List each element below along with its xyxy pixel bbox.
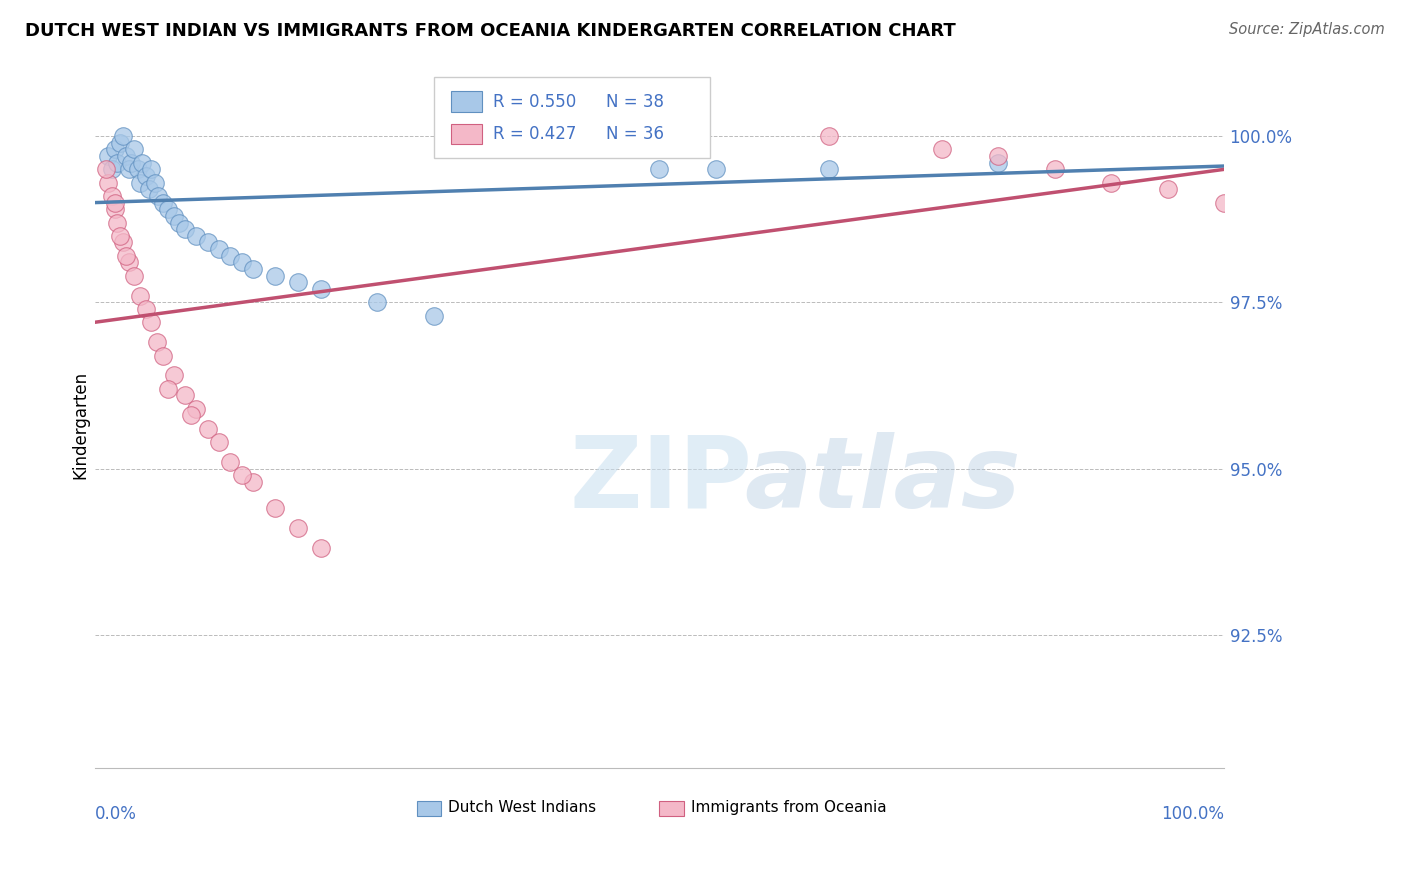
Point bbox=[141, 162, 163, 177]
Point bbox=[163, 209, 186, 223]
Point bbox=[104, 143, 127, 157]
Point bbox=[108, 228, 131, 243]
Point bbox=[104, 202, 127, 217]
Point bbox=[104, 195, 127, 210]
Point bbox=[186, 401, 208, 416]
Point bbox=[94, 162, 117, 177]
Point bbox=[138, 182, 160, 196]
Point bbox=[127, 162, 149, 177]
Point bbox=[704, 162, 727, 177]
Point bbox=[180, 409, 202, 423]
Point bbox=[112, 235, 135, 250]
Point bbox=[309, 282, 332, 296]
Point bbox=[219, 455, 242, 469]
Point bbox=[163, 368, 186, 383]
Point bbox=[124, 143, 146, 157]
Point bbox=[112, 129, 135, 144]
Text: R = 0.427: R = 0.427 bbox=[494, 125, 576, 143]
Point bbox=[115, 149, 138, 163]
Point bbox=[242, 475, 264, 489]
Point bbox=[1213, 195, 1236, 210]
Point bbox=[157, 382, 180, 396]
Point bbox=[174, 388, 197, 402]
Point bbox=[987, 155, 1010, 169]
Point bbox=[422, 309, 444, 323]
Point bbox=[1099, 176, 1122, 190]
Point bbox=[264, 501, 287, 516]
Point bbox=[208, 434, 231, 449]
Text: 100.0%: 100.0% bbox=[1161, 805, 1225, 823]
Point bbox=[129, 176, 152, 190]
FancyBboxPatch shape bbox=[659, 801, 685, 815]
Point bbox=[219, 249, 242, 263]
Point bbox=[1043, 162, 1066, 177]
Point bbox=[152, 349, 174, 363]
Text: N = 36: N = 36 bbox=[606, 125, 665, 143]
Point bbox=[131, 155, 153, 169]
Point bbox=[648, 162, 671, 177]
Point bbox=[287, 276, 309, 290]
Point bbox=[242, 262, 264, 277]
Point bbox=[146, 335, 169, 350]
Text: Dutch West Indians: Dutch West Indians bbox=[449, 800, 596, 815]
Text: 0.0%: 0.0% bbox=[94, 805, 136, 823]
Point bbox=[197, 422, 219, 436]
Point bbox=[157, 202, 180, 217]
FancyBboxPatch shape bbox=[450, 124, 482, 145]
Y-axis label: Kindergarten: Kindergarten bbox=[72, 371, 89, 479]
Point bbox=[108, 136, 131, 150]
Point bbox=[135, 301, 157, 316]
Point bbox=[100, 162, 122, 177]
Point bbox=[129, 288, 152, 302]
FancyBboxPatch shape bbox=[416, 801, 441, 815]
Point bbox=[105, 155, 128, 169]
Point bbox=[135, 169, 157, 183]
Point bbox=[105, 215, 128, 229]
Point bbox=[287, 521, 309, 535]
Point bbox=[100, 189, 122, 203]
Point bbox=[143, 176, 166, 190]
Point bbox=[264, 268, 287, 283]
Point bbox=[186, 228, 208, 243]
Text: R = 0.550: R = 0.550 bbox=[494, 93, 576, 111]
Point bbox=[97, 149, 120, 163]
Point bbox=[987, 149, 1010, 163]
Point bbox=[115, 249, 138, 263]
Point bbox=[197, 235, 219, 250]
Point bbox=[309, 541, 332, 556]
Text: DUTCH WEST INDIAN VS IMMIGRANTS FROM OCEANIA KINDERGARTEN CORRELATION CHART: DUTCH WEST INDIAN VS IMMIGRANTS FROM OCE… bbox=[25, 22, 956, 40]
Text: ZIP: ZIP bbox=[569, 432, 752, 529]
Point bbox=[141, 315, 163, 329]
Point bbox=[1156, 182, 1178, 196]
Point bbox=[231, 255, 253, 269]
Point bbox=[97, 176, 120, 190]
Point bbox=[174, 222, 197, 236]
Point bbox=[124, 268, 146, 283]
FancyBboxPatch shape bbox=[450, 91, 482, 112]
Point bbox=[152, 195, 174, 210]
Point bbox=[118, 162, 141, 177]
Point bbox=[931, 143, 953, 157]
Text: Immigrants from Oceania: Immigrants from Oceania bbox=[690, 800, 887, 815]
Point bbox=[817, 162, 839, 177]
Text: Source: ZipAtlas.com: Source: ZipAtlas.com bbox=[1229, 22, 1385, 37]
Point bbox=[366, 295, 388, 310]
Point bbox=[146, 189, 169, 203]
Point bbox=[231, 468, 253, 483]
Text: atlas: atlas bbox=[744, 432, 1021, 529]
Text: N = 38: N = 38 bbox=[606, 93, 665, 111]
Point bbox=[118, 255, 141, 269]
FancyBboxPatch shape bbox=[433, 78, 710, 158]
Point bbox=[169, 215, 191, 229]
Point bbox=[120, 155, 142, 169]
Point bbox=[208, 242, 231, 256]
Point bbox=[817, 129, 839, 144]
